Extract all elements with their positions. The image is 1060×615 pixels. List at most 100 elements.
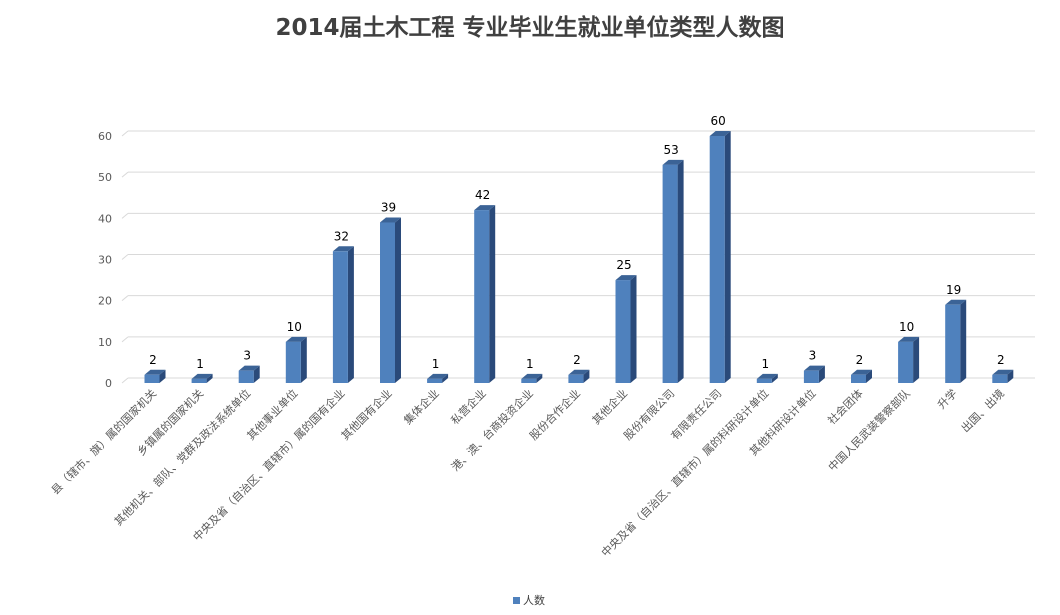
data-label: 3 xyxy=(243,349,251,363)
bar-side xyxy=(960,299,967,383)
bar xyxy=(945,299,967,383)
data-label: 1 xyxy=(761,357,769,371)
bar-side xyxy=(300,336,307,383)
y-tick-label: 20 xyxy=(98,295,112,308)
y-axis-ticks: 0 10 20 30 40 50 60 xyxy=(98,130,112,390)
bar-side xyxy=(536,373,543,383)
y-tick-label: 60 xyxy=(98,130,112,143)
category-label: 出国、出境 xyxy=(958,386,1007,435)
bar xyxy=(285,336,307,383)
bar-front xyxy=(662,164,678,383)
bar-side xyxy=(866,369,872,383)
category-label: 其他企业 xyxy=(589,386,630,427)
bar-front xyxy=(568,374,584,383)
category-label: 集体企业 xyxy=(401,386,442,427)
bar-front xyxy=(238,370,254,383)
data-label: 2 xyxy=(997,353,1005,367)
category-label: 升学 xyxy=(934,386,959,411)
data-label: 10 xyxy=(899,320,914,334)
bar-front xyxy=(285,341,301,383)
data-label: 2 xyxy=(149,353,157,367)
bar xyxy=(474,205,496,383)
legend-swatch xyxy=(513,597,520,604)
bar xyxy=(756,373,778,383)
bar xyxy=(144,369,166,383)
bar-side xyxy=(347,246,354,383)
bar-side xyxy=(818,365,825,383)
bar-side xyxy=(395,217,401,383)
bar-top xyxy=(662,159,684,165)
bar xyxy=(898,336,920,383)
data-label: 32 xyxy=(334,229,349,243)
bar-top xyxy=(898,336,920,342)
gridlines xyxy=(121,130,1035,384)
bar-front xyxy=(898,341,914,383)
bars xyxy=(144,131,1014,383)
data-label: 42 xyxy=(475,188,490,202)
bar xyxy=(332,246,354,383)
bar xyxy=(709,131,731,383)
bar-front xyxy=(191,378,207,383)
bar-front xyxy=(945,304,961,383)
bar-top xyxy=(756,373,778,379)
bar-front xyxy=(615,280,631,383)
bar xyxy=(615,275,637,383)
legend-label: 人数 xyxy=(523,594,545,607)
bar-side xyxy=(771,373,778,383)
category-label: 其他国有企业 xyxy=(338,386,395,443)
bar-front xyxy=(756,378,772,383)
bar xyxy=(521,373,543,383)
bar-top xyxy=(945,299,967,305)
data-label: 1 xyxy=(196,357,204,371)
bar-side xyxy=(1007,369,1014,383)
bar-top xyxy=(615,275,637,281)
bar-top xyxy=(144,369,166,375)
bar-side xyxy=(159,369,166,383)
bar-front xyxy=(521,378,537,383)
bar xyxy=(568,369,590,383)
data-label: 39 xyxy=(381,200,396,214)
bar-side xyxy=(583,369,590,383)
category-label: 港、澳、台商投资企业 xyxy=(448,386,536,474)
bar-front xyxy=(332,251,348,383)
bar-top xyxy=(568,369,590,375)
bar-top xyxy=(709,131,731,136)
y-tick-label: 0 xyxy=(105,377,112,390)
bar xyxy=(662,159,684,383)
bar-top xyxy=(332,246,354,252)
bar-top xyxy=(238,365,260,371)
data-label: 1 xyxy=(526,357,534,371)
bar-top xyxy=(380,217,401,223)
bar-front xyxy=(851,374,866,383)
y-tick-label: 50 xyxy=(98,171,112,184)
data-label: 1 xyxy=(432,357,440,371)
bar-side xyxy=(253,365,260,383)
gridline-wall xyxy=(121,377,129,384)
gridline-wall xyxy=(121,212,129,219)
bar-top xyxy=(191,373,213,379)
bar-top xyxy=(427,373,449,379)
gridline-wall xyxy=(121,171,129,178)
y-tick-label: 40 xyxy=(98,212,112,225)
bar-front xyxy=(474,210,490,383)
category-label: 私营企业 xyxy=(448,386,489,427)
category-label: 中国人民武装警察部队 xyxy=(825,386,913,474)
bar-top xyxy=(474,205,496,211)
data-label: 2 xyxy=(856,353,864,367)
gridline-wall xyxy=(121,295,129,302)
bar-side xyxy=(630,275,637,383)
bar-top xyxy=(803,365,825,371)
bar xyxy=(191,373,213,383)
bar-front xyxy=(427,378,443,383)
bar xyxy=(238,365,260,383)
chart-title: 2014届土木工程 专业毕业生就业单位类型人数图 xyxy=(275,15,785,41)
y-tick-label: 30 xyxy=(98,254,112,267)
bar-top xyxy=(285,336,307,342)
bar-front xyxy=(992,374,1008,383)
bar-front xyxy=(380,222,395,383)
category-label: 中央及省（自治区、直辖市）属的科研设计单位 xyxy=(598,386,771,559)
gridline-wall xyxy=(121,254,129,260)
bar-side xyxy=(206,373,213,383)
